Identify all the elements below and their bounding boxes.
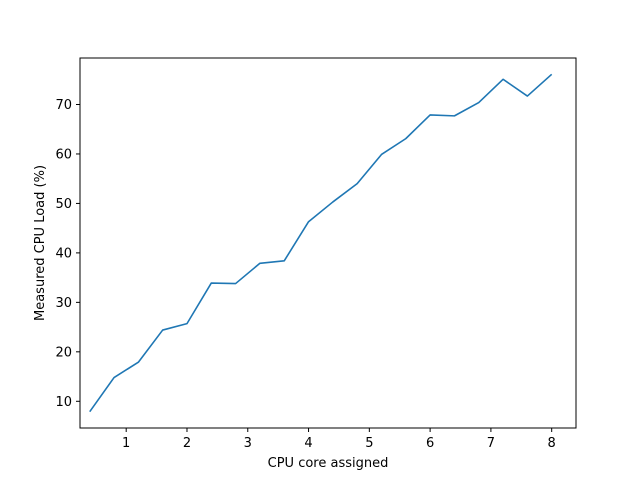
y-tick-label: 40 <box>55 246 72 261</box>
y-axis-ticks: 10 20 30 40 50 60 70 <box>55 98 80 410</box>
series-layer <box>89 73 553 413</box>
x-tick-label: 6 <box>426 436 434 451</box>
y-tick-label: 20 <box>55 345 72 360</box>
x-axis-ticks: 1 2 3 4 5 6 7 8 <box>122 428 556 451</box>
plot-area <box>80 58 576 428</box>
y-axis-label: Measured CPU Load (%) <box>33 165 48 321</box>
x-tick-label: 4 <box>304 436 312 451</box>
x-tick-label: 3 <box>244 436 252 451</box>
y-tick-label: 60 <box>55 147 72 162</box>
y-tick-label: 70 <box>55 98 72 113</box>
y-tick-label: 10 <box>55 395 72 410</box>
series-line <box>89 73 553 413</box>
y-tick-label: 50 <box>55 197 72 212</box>
x-tick-label: 7 <box>487 436 495 451</box>
x-tick-label: 2 <box>183 436 191 451</box>
x-tick-label: 1 <box>122 436 130 451</box>
plot-frame <box>79 57 577 429</box>
x-axis-label: CPU core assigned <box>268 456 389 471</box>
x-tick-label: 8 <box>548 436 556 451</box>
y-tick-label: 30 <box>55 296 72 311</box>
x-tick-label: 5 <box>365 436 373 451</box>
